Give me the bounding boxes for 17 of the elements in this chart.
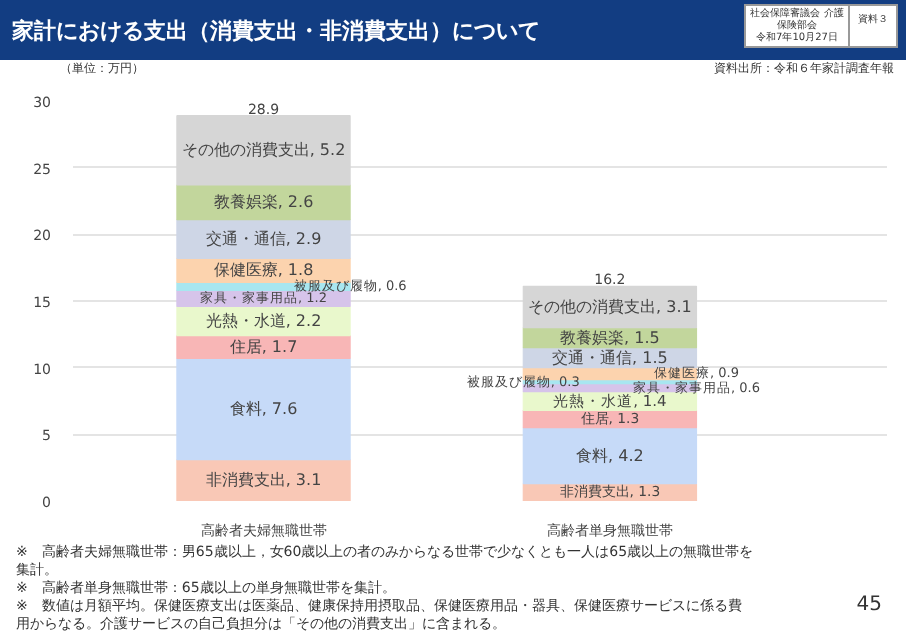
data-label: 交通・通信, 2.9 [205,230,322,248]
bar [176,357,351,461]
data-label: 光熱・水道, 2.2 [205,312,322,330]
bar [522,427,698,485]
bar [176,115,351,186]
data-label: 非消費支出, 3.1 [205,471,322,490]
data-label: 住居, 1.7 [229,338,298,356]
data-label: 保健医療, 1.8 [213,261,314,280]
data-label: その他の消費支出, 5.2 [181,141,346,160]
data-label: 交通・通信, 1.5 [552,348,668,367]
data-label: 食料, 7.6 [229,400,298,418]
chart-title: 家計における支出（消費支出・非消費支出）について [12,16,540,48]
text: 45 [856,594,882,616]
data-label: その他の消費支出, 3.1 [528,298,692,316]
data-label: 教養娯楽, 1.5 [560,328,660,347]
data-label: 食料, 4.2 [576,446,644,465]
data-label: 教養娯楽, 2.6 [213,193,314,212]
